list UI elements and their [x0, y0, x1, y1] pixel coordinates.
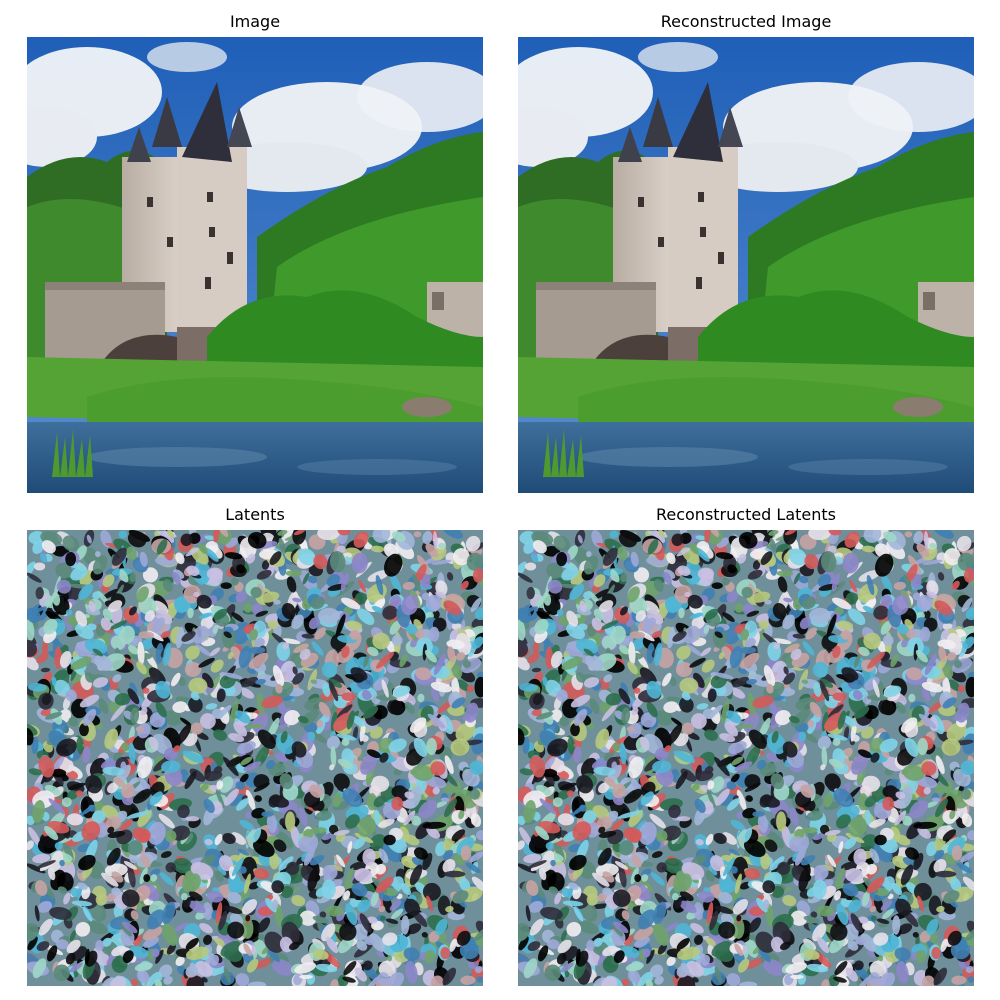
latent-noise-texture [27, 530, 483, 986]
latent-noise-texture [518, 530, 974, 986]
noise-texture [518, 530, 974, 986]
castle-scene [27, 37, 483, 493]
panel-title: Reconstructed Latents [655, 505, 837, 524]
castle-landscape-photo [518, 37, 974, 493]
panel-title: Image [229, 12, 281, 31]
castle-landscape-photo [27, 37, 483, 493]
castle-scene [518, 37, 974, 493]
noise-texture [27, 530, 483, 986]
panel-title: Latents [225, 505, 285, 524]
panel-title: Reconstructed Image [660, 12, 832, 31]
